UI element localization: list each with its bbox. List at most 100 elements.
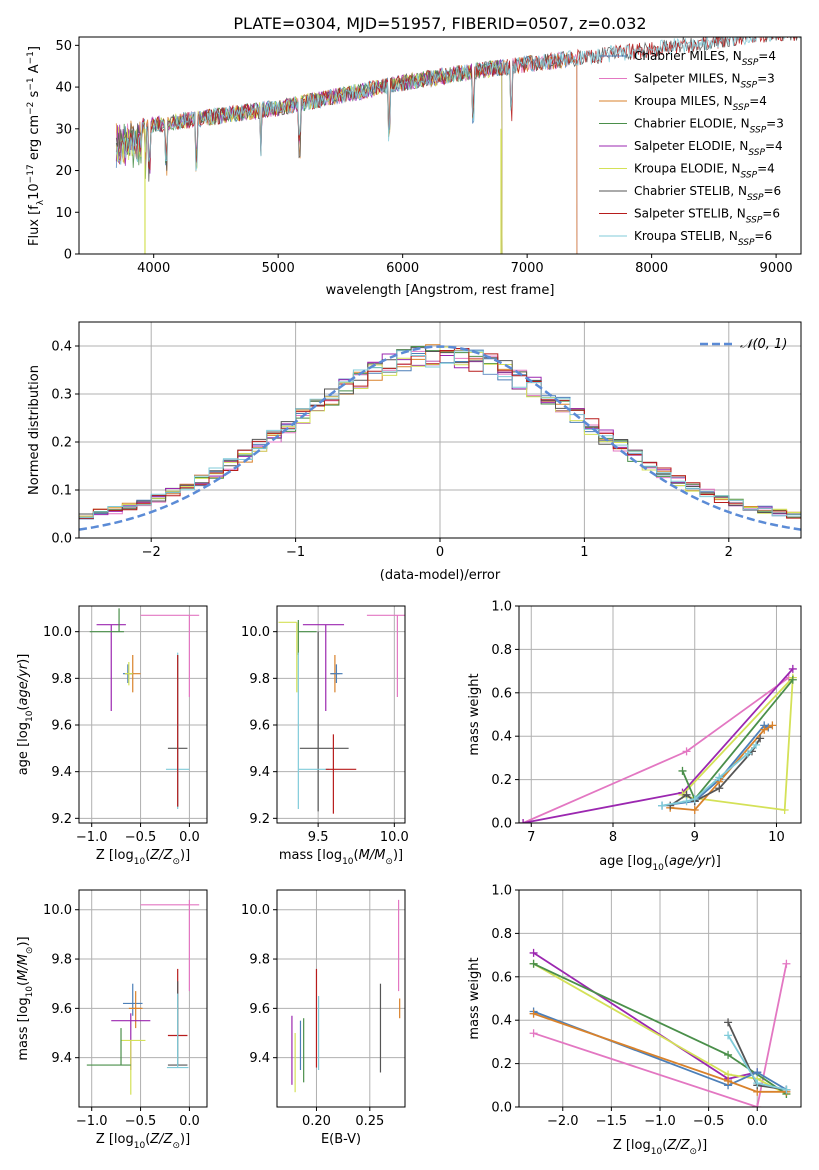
x-tick-label: 4000 [137, 261, 170, 276]
x-axis-label: Z [log10(Z/Z⊙)] [96, 848, 190, 867]
plot-area [115, 37, 801, 254]
y-axis-label: Flux [fλ10−17 erg cm−2 s−1 A−1] [26, 46, 46, 246]
x-tick-label: 9.5 [308, 830, 329, 845]
y-tick-label: 0.3 [51, 388, 72, 403]
y-tick-label: 50 [55, 39, 72, 54]
errorbar-point [366, 614, 405, 697]
legend-label: Chabrier ELODIE, NSSP=3 [634, 117, 784, 136]
y-tick-label: 0.6 [491, 686, 512, 701]
axes-frame [78, 605, 208, 824]
legend-label: Chabrier STELIB, NSSP=6 [634, 184, 781, 203]
weight-marker [529, 959, 538, 968]
y-tick-label: 9.8 [51, 953, 72, 968]
errorbar-point [297, 652, 329, 809]
y-tick-label: 9.6 [249, 1002, 270, 1017]
plot-area [519, 664, 797, 823]
y-tick-label: 0.2 [491, 773, 512, 788]
weight-marker [690, 805, 699, 814]
y-tick-label: 30 [55, 122, 72, 137]
legend-label: 𝒩(0, 1) [740, 337, 787, 352]
y-tick-label: 0.0 [491, 817, 512, 832]
y-tick-label: 10.0 [43, 903, 72, 918]
weight-marker [678, 766, 687, 775]
x-tick-label: 9 [691, 830, 699, 845]
weight-marker [768, 721, 777, 730]
weight-marker [529, 1029, 538, 1038]
x-tick-label: 10 [768, 830, 785, 845]
weight-marker [529, 1009, 538, 1018]
weight-marker [724, 1018, 733, 1027]
errorbar-point [124, 662, 133, 686]
weight-line [669, 737, 761, 807]
x-tick-label: −1.5 [596, 1114, 628, 1129]
y-tick-label: 0.4 [491, 730, 512, 745]
y-tick-label: 9.6 [51, 719, 72, 734]
x-tick-label: 8 [609, 830, 617, 845]
x-tick-label: 7000 [511, 261, 544, 276]
errorbar-point [330, 664, 343, 683]
plot-area [529, 948, 791, 1107]
axes-frame [78, 36, 802, 255]
x-axis-label: age [log10(age/yr)] [599, 854, 721, 873]
x-tick-label: 2 [725, 545, 733, 560]
x-tick-label: −1.0 [644, 1114, 676, 1129]
axes-frame [78, 889, 208, 1108]
x-tick-label: 5000 [262, 261, 295, 276]
x-tick-label: 0.20 [302, 1114, 331, 1129]
x-tick-label: −1.0 [76, 1114, 108, 1129]
weight-marker [724, 1031, 733, 1040]
weight-marker [724, 1050, 733, 1059]
y-tick-label: 0.8 [491, 927, 512, 942]
weight-marker [682, 797, 691, 806]
spectrum-line [115, 37, 801, 171]
errorbar-point [86, 1028, 131, 1066]
y-tick-label: 10.0 [241, 625, 270, 640]
y-tick-label: 0.6 [491, 970, 512, 985]
x-tick-label: −0.5 [693, 1114, 725, 1129]
errorbar-point [122, 983, 143, 1016]
weight-marker [760, 725, 769, 734]
errorbar-point [96, 624, 126, 711]
x-tick-label: −1 [286, 545, 305, 560]
axes-frame [518, 889, 802, 1108]
legend-label: Salpeter MILES, NSSP=3 [634, 72, 775, 91]
weight-marker [753, 1079, 762, 1088]
y-tick-label: 0.2 [51, 436, 72, 451]
errorbar-point [302, 624, 345, 711]
weight-marker [743, 749, 752, 758]
histogram-step [79, 348, 801, 519]
plot-area [89, 608, 200, 809]
weight-marker [666, 801, 675, 810]
legend-label: Salpeter STELIB, NSSP=6 [634, 207, 780, 226]
panel-mass-weight-vs-Z: −2.0 −1.5 −1.0 −0.5 0.0 0.0 0.2 0.4 0.6 0.8 1.0 Z [… [467, 884, 802, 1157]
weight-marker [724, 1076, 733, 1085]
weight-marker [682, 747, 691, 756]
y-tick-label: 1.0 [491, 884, 512, 899]
plot-area [278, 614, 405, 814]
x-tick-label: 10.0 [380, 830, 409, 845]
weight-line [533, 1012, 787, 1093]
axes-frame [518, 605, 802, 824]
y-tick-label: 0.4 [491, 1014, 512, 1029]
panel-mass-weight-vs-age: 7 8 9 10 0.0 0.2 0.4 0.6 0.8 1.0 age [log10(age/yr… [467, 600, 802, 873]
y-tick-label: 0.4 [51, 340, 72, 355]
x-axis-label: Z [log10(Z/Z⊙)] [613, 1138, 707, 1157]
weight-marker [690, 795, 699, 804]
axes-frame [276, 889, 406, 1108]
x-tick-label: −0.5 [125, 830, 157, 845]
y-tick-label: 9.4 [51, 1051, 72, 1066]
x-axis-label: (data-model)/error [380, 568, 501, 583]
errorbar-point [299, 631, 349, 812]
weight-marker [658, 801, 667, 810]
panel-residuals: −2 −1 0 1 2 0.0 0.1 0.2 0.3 0.4 𝒩(0, 1) (data-model… [27, 321, 802, 583]
weight-line [681, 675, 794, 812]
axes-frame [78, 321, 802, 539]
y-tick-label: 20 [55, 164, 72, 179]
y-tick-label: 9.4 [51, 765, 72, 780]
plot-area [79, 344, 801, 531]
legend-label: Kroupa ELODIE, NSSP=4 [634, 162, 775, 181]
weight-marker [788, 675, 797, 684]
weight-marker [715, 773, 724, 782]
x-tick-label: 8000 [635, 261, 668, 276]
axes-frame [276, 605, 406, 824]
